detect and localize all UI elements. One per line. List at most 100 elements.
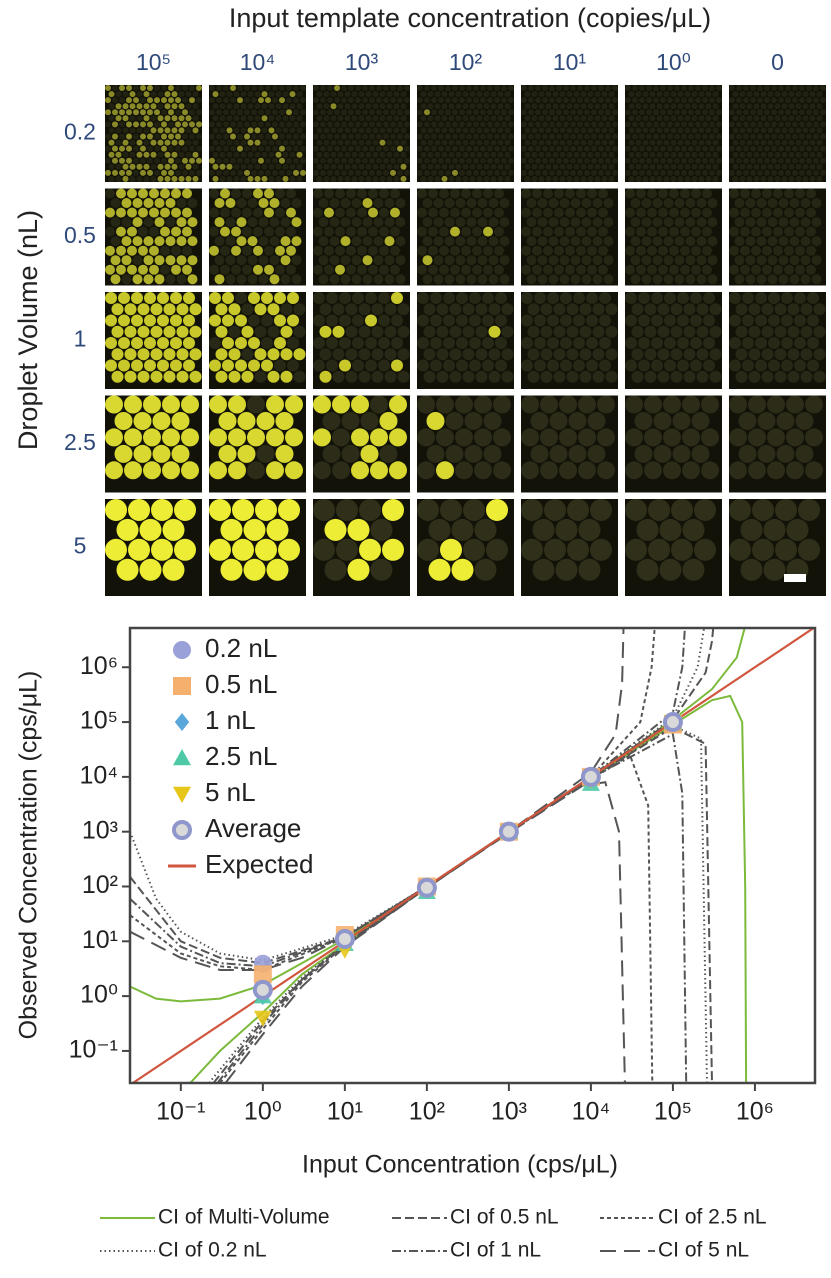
droplet — [341, 412, 360, 430]
droplet — [417, 121, 423, 128]
droplet — [677, 91, 684, 98]
droplet — [573, 115, 580, 122]
droplet — [370, 558, 393, 581]
droplet — [649, 115, 656, 122]
droplet — [110, 198, 121, 208]
droplet — [746, 175, 753, 182]
droplet-positive — [241, 370, 254, 383]
droplet — [806, 133, 812, 140]
droplet-positive — [162, 558, 185, 581]
droplet-positive — [187, 217, 198, 228]
droplet — [171, 245, 181, 256]
column-label: 10¹ — [553, 49, 587, 75]
droplet — [475, 370, 488, 383]
droplet — [175, 109, 181, 116]
droplet — [495, 337, 507, 349]
droplet-positive — [168, 85, 174, 91]
droplet — [799, 133, 805, 140]
droplet — [455, 274, 466, 285]
droplet — [544, 538, 566, 561]
droplet — [365, 115, 372, 122]
droplet — [379, 115, 386, 122]
droplet — [282, 91, 289, 98]
droplet — [762, 188, 772, 199]
droplet — [455, 395, 473, 414]
droplet — [449, 348, 462, 361]
droplet-positive — [214, 198, 225, 208]
droplet — [121, 217, 132, 228]
droplet — [702, 109, 708, 116]
droplet — [459, 97, 465, 104]
droplet — [767, 91, 774, 98]
droplet — [612, 85, 618, 91]
droplet — [597, 395, 615, 414]
droplet — [802, 127, 809, 134]
droplet — [781, 127, 788, 134]
legend-label: Average — [205, 813, 301, 843]
droplet — [275, 163, 282, 170]
droplet-positive — [163, 303, 176, 316]
droplet-positive — [291, 236, 302, 247]
droplet — [261, 314, 273, 327]
droplet-positive — [267, 348, 280, 361]
droplet — [269, 236, 280, 247]
droplet — [476, 103, 483, 110]
droplet — [524, 115, 531, 122]
droplet — [735, 325, 748, 338]
droplet — [691, 103, 698, 110]
droplet — [605, 370, 618, 383]
droplet — [811, 217, 822, 228]
droplet-positive — [228, 348, 241, 361]
droplet — [732, 103, 739, 110]
droplet-positive — [163, 370, 176, 383]
droplet — [528, 97, 534, 104]
droplet — [488, 255, 499, 266]
droplet — [778, 217, 789, 228]
droplet — [397, 348, 410, 361]
droplet — [535, 109, 541, 116]
droplet-positive — [132, 217, 143, 228]
droplet — [526, 217, 537, 228]
droplet — [332, 348, 345, 361]
droplet — [330, 139, 337, 146]
droplet — [445, 169, 451, 176]
droplet — [397, 133, 403, 140]
droplet — [795, 444, 814, 463]
droplet — [390, 133, 396, 140]
droplet — [110, 236, 121, 247]
droplet-positive — [183, 337, 195, 349]
droplet — [482, 337, 494, 349]
droplet — [322, 412, 341, 430]
droplet — [709, 169, 715, 176]
droplet — [705, 175, 712, 182]
droplet — [150, 115, 157, 122]
droplet-positive — [116, 264, 126, 275]
droplet — [247, 255, 258, 266]
droplet — [501, 133, 507, 140]
droplet-positive — [267, 370, 280, 383]
droplet-positive — [230, 133, 236, 140]
droplet — [732, 151, 739, 158]
droplet — [646, 121, 652, 128]
droplet-positive — [132, 274, 143, 285]
droplet — [427, 127, 434, 134]
droplet — [761, 325, 774, 338]
droplet — [581, 274, 592, 285]
droplet — [476, 151, 483, 158]
droplet — [698, 151, 705, 158]
droplet — [566, 127, 573, 134]
droplet — [781, 163, 788, 170]
droplet — [702, 145, 708, 152]
droplet — [751, 264, 761, 275]
droplet-positive — [137, 370, 150, 383]
droplet — [296, 115, 303, 122]
droplet-positive — [185, 115, 192, 122]
droplet — [293, 157, 299, 164]
droplet — [788, 175, 795, 182]
droplet — [340, 255, 351, 266]
droplet — [341, 97, 347, 104]
droplet — [352, 314, 364, 327]
droplet — [669, 226, 679, 237]
droplet — [788, 151, 795, 158]
droplet — [656, 163, 663, 170]
